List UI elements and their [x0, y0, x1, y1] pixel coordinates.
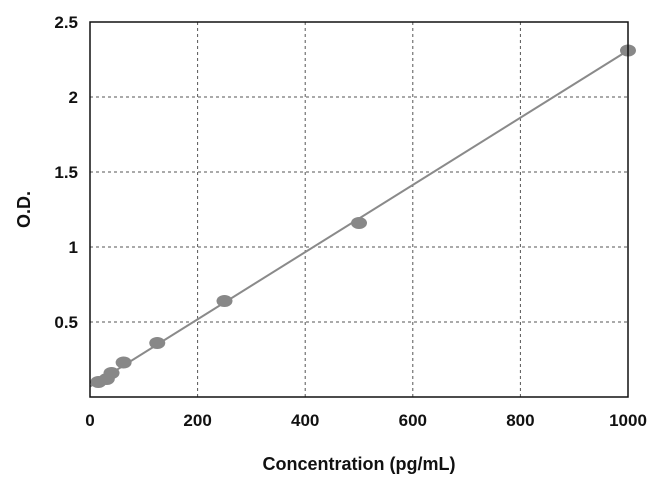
grid-lines: [90, 22, 628, 397]
x-tick-label: 600: [399, 411, 427, 430]
y-tick-label: 0.5: [54, 313, 78, 332]
y-tick-label: 2.5: [54, 13, 78, 32]
y-axis-title: O.D.: [14, 191, 34, 228]
x-tick-label: 400: [291, 411, 319, 430]
y-tick-labels: 0.5 1 1.5 2 2.5: [54, 13, 78, 332]
data-point: [149, 337, 166, 349]
y-tick-label: 1.5: [54, 163, 78, 182]
y-tick-label: 1: [69, 238, 78, 257]
y-tick-label: 2: [69, 88, 78, 107]
plot-frame: [89, 21, 629, 398]
x-axis-title: Concentration (pg/mL): [263, 454, 456, 474]
data-point: [216, 295, 233, 307]
data-point: [115, 356, 132, 369]
data-point: [351, 217, 367, 229]
x-tick-label: 800: [506, 411, 534, 430]
data-point: [103, 367, 120, 379]
x-tick-label: 0: [85, 411, 94, 430]
x-tick-labels: 0 200 400 600 800 1000: [85, 411, 647, 430]
x-tick-label: 1000: [609, 411, 647, 430]
x-tick-label: 200: [183, 411, 211, 430]
data-points: [90, 44, 636, 388]
